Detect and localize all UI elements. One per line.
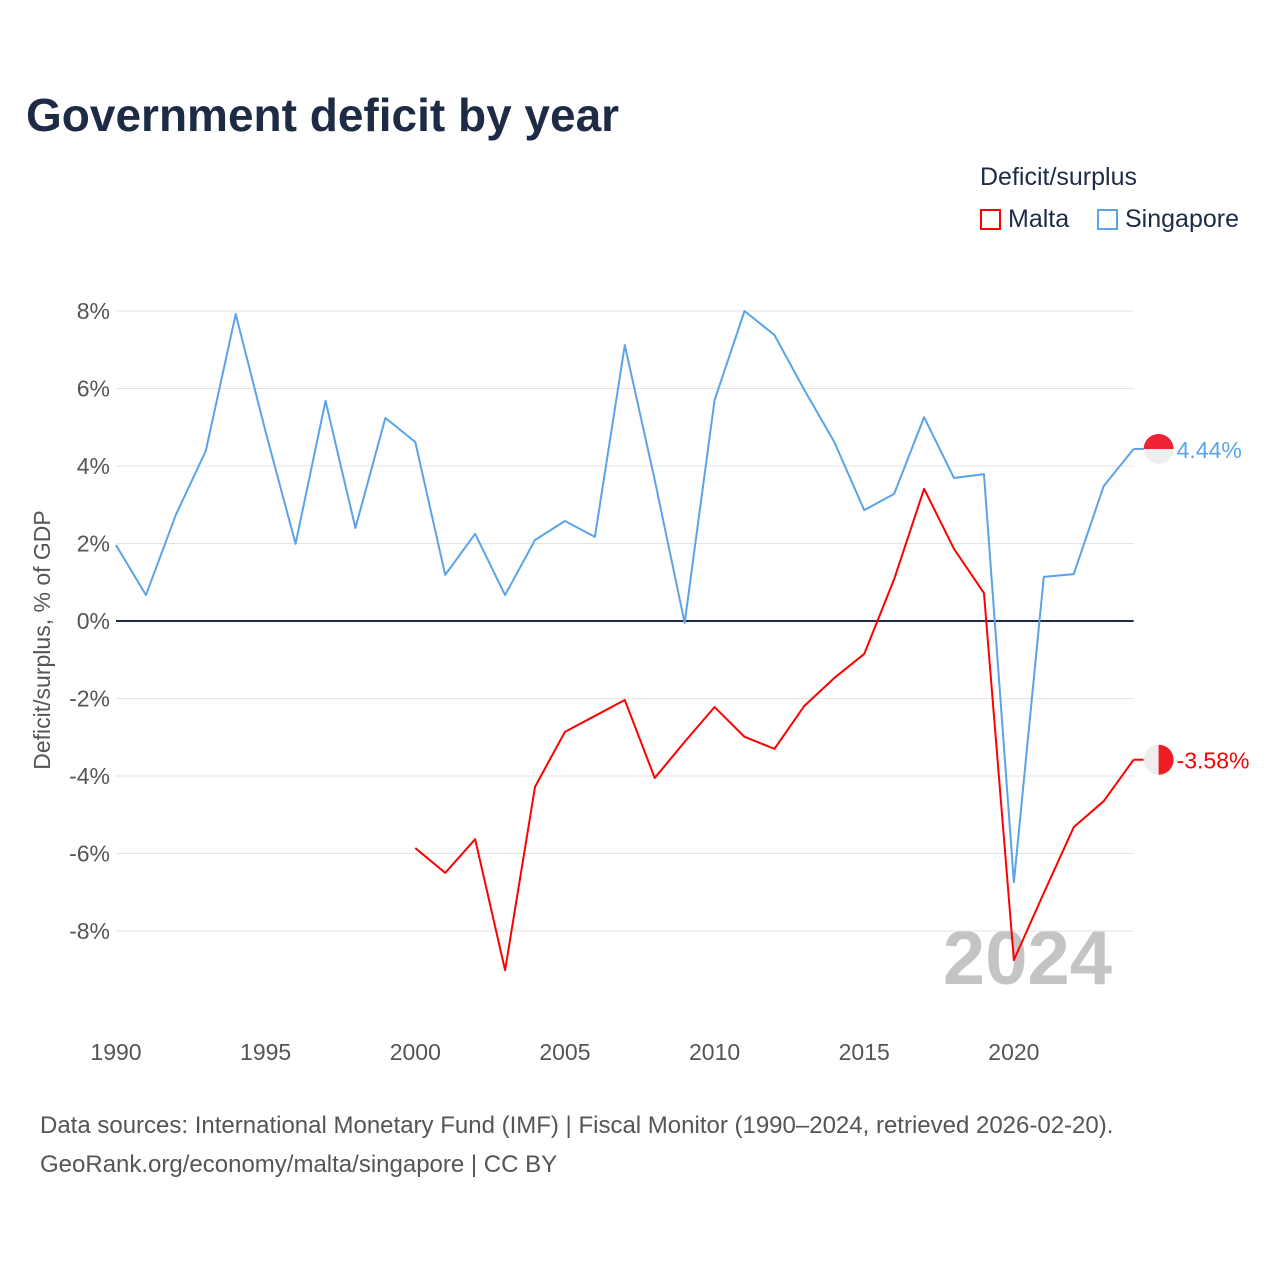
- data-point-malta: [832, 676, 836, 680]
- data-point-malta: [802, 704, 806, 708]
- data-point-singapore: [383, 416, 387, 420]
- data-point-malta: [982, 591, 986, 595]
- data-point-singapore: [683, 621, 687, 625]
- data-point-singapore: [892, 492, 896, 496]
- y-tick-label: 8%: [77, 298, 110, 324]
- x-tick-label: 2015: [839, 1039, 890, 1065]
- data-point-singapore: [623, 343, 627, 347]
- legend-label-malta: Malta: [1008, 205, 1070, 233]
- legend-swatch-malta: [980, 209, 1001, 230]
- data-point-malta: [772, 747, 776, 751]
- y-tick-label: -4%: [69, 763, 110, 789]
- data-point-singapore: [204, 449, 208, 453]
- data-point-malta: [683, 740, 687, 744]
- y-tick-label: 2%: [77, 531, 110, 557]
- data-point-singapore: [264, 430, 268, 434]
- x-tick-label: 2020: [988, 1039, 1039, 1065]
- data-point-singapore: [743, 309, 747, 313]
- data-point-malta: [1042, 891, 1046, 895]
- data-point-singapore: [294, 542, 298, 546]
- y-tick-label: -8%: [69, 918, 110, 944]
- source-line-1: Data sources: International Monetary Fun…: [40, 1112, 1114, 1139]
- y-tick-label: 4%: [77, 453, 110, 479]
- data-point-malta: [443, 871, 447, 875]
- data-point-singapore: [1012, 880, 1016, 884]
- data-point-singapore: [593, 535, 597, 539]
- end-label-malta: -3.58%: [1177, 748, 1250, 774]
- data-point-singapore: [114, 543, 118, 547]
- data-point-singapore: [802, 388, 806, 392]
- data-point-singapore: [1072, 572, 1076, 576]
- data-point-singapore: [324, 399, 328, 403]
- data-point-singapore: [1102, 484, 1106, 488]
- data-point-singapore: [772, 333, 776, 337]
- data-point-malta: [743, 735, 747, 739]
- legend-label-singapore: Singapore: [1125, 205, 1239, 233]
- data-point-singapore: [234, 312, 238, 316]
- y-tick-label: 6%: [77, 376, 110, 402]
- legend-item-singapore[interactable]: Singapore: [1097, 205, 1239, 234]
- legend-title: Deficit/surplus: [980, 163, 1137, 191]
- series-line-malta: [414, 487, 1135, 972]
- data-point-malta: [653, 776, 657, 780]
- data-point-singapore: [952, 476, 956, 480]
- end-label-singapore: 4.44%: [1177, 437, 1242, 463]
- data-point-singapore: [443, 573, 447, 577]
- legend-swatch-singapore: [1097, 209, 1118, 230]
- source-line-2[interactable]: GeoRank.org/economy/malta/singapore | CC…: [40, 1151, 558, 1178]
- data-point-singapore: [1042, 575, 1046, 579]
- y-tick-label: 0%: [77, 608, 110, 634]
- data-point-singapore: [533, 538, 537, 542]
- data-point-singapore: [982, 472, 986, 476]
- x-tick-label: 1990: [90, 1039, 141, 1065]
- data-point-singapore: [503, 593, 507, 597]
- data-point-malta: [1072, 825, 1076, 829]
- x-tick-label: 1995: [240, 1039, 291, 1065]
- y-tick-label: -6%: [69, 841, 110, 867]
- chart-title: Government deficit by year: [26, 89, 620, 141]
- data-point-malta: [862, 652, 866, 656]
- data-point-singapore: [922, 415, 926, 419]
- data-point-malta: [533, 785, 537, 789]
- series-line-singapore: [115, 310, 1135, 884]
- data-point-malta: [1012, 958, 1016, 962]
- data-point-malta: [1102, 799, 1106, 803]
- data-point-malta: [892, 577, 896, 581]
- legend-item-malta[interactable]: Malta: [980, 205, 1069, 234]
- data-point-singapore: [353, 526, 357, 530]
- x-tick-label: 2010: [689, 1039, 740, 1065]
- data-point-singapore: [413, 440, 417, 444]
- data-point-singapore: [563, 519, 567, 523]
- y-tick-label: -2%: [69, 686, 110, 712]
- data-point-singapore: [713, 398, 717, 402]
- data-point-singapore: [473, 532, 477, 536]
- data-point-malta: [623, 698, 627, 702]
- y-axis-label: Deficit/surplus, % of GDP: [29, 510, 55, 769]
- source-note: Data sources: International Monetary Fun…: [40, 1106, 1113, 1184]
- x-tick-label: 2000: [390, 1039, 441, 1065]
- flag-icon-singapore-red: [1143, 433, 1174, 449]
- data-point-malta: [503, 968, 507, 972]
- data-point-malta: [563, 730, 567, 734]
- data-point-singapore: [862, 508, 866, 512]
- data-point-malta: [593, 714, 597, 718]
- data-point-malta: [713, 705, 717, 709]
- data-point-singapore: [144, 593, 148, 597]
- x-tick-label: 2005: [539, 1039, 590, 1065]
- data-point-malta: [473, 837, 477, 841]
- data-point-singapore: [832, 440, 836, 444]
- flag-icon-malta-red: [1158, 744, 1174, 775]
- data-point-malta: [413, 846, 417, 850]
- data-point-malta: [952, 547, 956, 551]
- data-point-singapore: [174, 513, 178, 517]
- data-point-malta: [922, 487, 926, 491]
- data-point-singapore: [653, 478, 657, 482]
